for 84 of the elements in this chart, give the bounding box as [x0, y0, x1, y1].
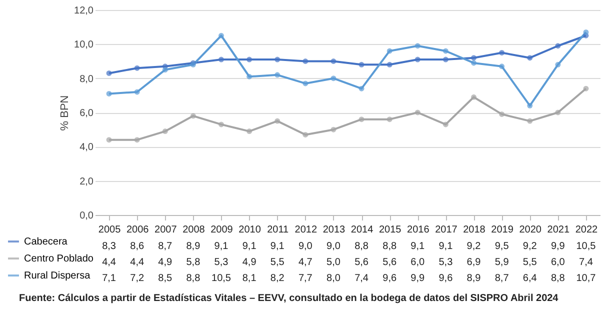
data-label: 7,4 [354, 273, 369, 284]
data-label: 5,0 [326, 257, 341, 268]
data-label: 8,9 [466, 273, 482, 284]
y-tick-label: 2,0 [80, 176, 94, 188]
data-label: 10,7 [576, 273, 596, 284]
data-label: 9,0 [326, 241, 341, 252]
x-tick-label: 2020 [519, 224, 542, 236]
x-tick-label: 2012 [294, 224, 318, 236]
data-label: 5,6 [354, 257, 369, 268]
data-label: 10,5 [576, 241, 596, 252]
data-label: 7,4 [579, 257, 594, 268]
x-tick-label: 2009 [210, 224, 234, 236]
data-label: 8,6 [130, 241, 144, 252]
data-label: 10,5 [212, 273, 232, 284]
data-label: 4,9 [158, 257, 173, 268]
y-tick-label: 12,0 [74, 6, 94, 16]
data-label: 5,8 [186, 257, 201, 268]
data-label: 9,1 [270, 241, 285, 252]
data-label: 4,4 [102, 257, 116, 268]
data-label: 7,1 [102, 273, 116, 284]
data-label: 6,9 [466, 257, 482, 268]
data-label: 8,3 [102, 241, 116, 252]
x-tick-label: 2014 [350, 224, 374, 236]
data-label: 9,1 [410, 241, 426, 252]
data-label: 9,1 [438, 241, 454, 252]
data-label: 9,5 [494, 241, 510, 252]
data-label: 5,3 [438, 257, 454, 268]
data-label: 5,5 [522, 257, 538, 268]
data-label: 6,0 [410, 257, 426, 268]
data-label: 4,9 [242, 257, 257, 268]
data-label: 8,8 [382, 241, 397, 252]
data-label: 7,2 [130, 273, 144, 284]
data-label: 8,0 [326, 273, 341, 284]
data-label: 8,7 [158, 241, 173, 252]
data-label: 8,1 [242, 273, 257, 284]
data-label: 5,5 [270, 257, 285, 268]
y-tick-label: 4,0 [80, 142, 94, 154]
x-tick-label: 2008 [182, 224, 206, 236]
x-tick-label: 2011 [267, 224, 290, 236]
data-label: 9,0 [298, 241, 313, 252]
data-label: 8,7 [494, 273, 510, 284]
data-label: 9,1 [214, 241, 229, 252]
data-label: 8,5 [158, 273, 173, 284]
data-label: 9,9 [410, 273, 426, 284]
data-label: 4,4 [130, 257, 144, 268]
data-label: 8,2 [270, 273, 285, 284]
x-tick-label: 2018 [463, 224, 486, 236]
x-tick-label: 2013 [322, 224, 346, 236]
data-label: 9,9 [550, 241, 566, 252]
data-label: 9,6 [382, 273, 397, 284]
source-note: Fuente: Cálculos a partir de Estadísticas Vitales – EEVV, consultado en la bodega de datos del SISPRO Abril 2024 [19, 293, 559, 304]
data-label: 5,3 [214, 257, 229, 268]
y-tick-label: 0,0 [80, 210, 94, 222]
data-label: 8,9 [186, 241, 201, 252]
data-label: 5,9 [494, 257, 510, 268]
data-label: 6,4 [522, 273, 538, 284]
data-label: 8,8 [186, 273, 201, 284]
legend-label: Centro Poblado [24, 254, 94, 264]
x-tick-label: 2015 [378, 224, 402, 236]
y-tick-label: 6,0 [80, 108, 94, 119]
x-tick-label: 2007 [154, 224, 178, 236]
data-label: 4,7 [298, 257, 313, 268]
x-tick-label: 2021 [547, 224, 570, 236]
data-label: 7,7 [298, 273, 313, 284]
legend-label: Rural Dispersa [24, 270, 91, 282]
y-axis-title: % BPN [59, 95, 72, 131]
x-tick-label: 2010 [238, 224, 262, 236]
y-tick-label: 8,0 [80, 74, 94, 85]
data-label: 9,6 [438, 273, 454, 284]
y-tick-label: 10,0 [74, 40, 94, 51]
x-tick-label: 2017 [435, 224, 458, 236]
x-tick-label: 2019 [491, 224, 514, 236]
data-label: 9,2 [522, 241, 538, 252]
data-label: 8,8 [550, 273, 566, 284]
legend-label: Cabecera [24, 236, 68, 248]
data-label: 5,6 [382, 257, 397, 268]
x-tick-label: 2005 [98, 224, 122, 236]
data-label: 8,8 [354, 241, 369, 252]
data-label: 6,0 [550, 257, 566, 268]
x-tick-label: 2016 [407, 224, 430, 236]
x-tick-label: 2006 [126, 224, 150, 236]
data-label: 9,2 [466, 241, 482, 252]
x-tick-label: 2022 [575, 224, 598, 236]
data-label: 9,1 [242, 241, 257, 252]
